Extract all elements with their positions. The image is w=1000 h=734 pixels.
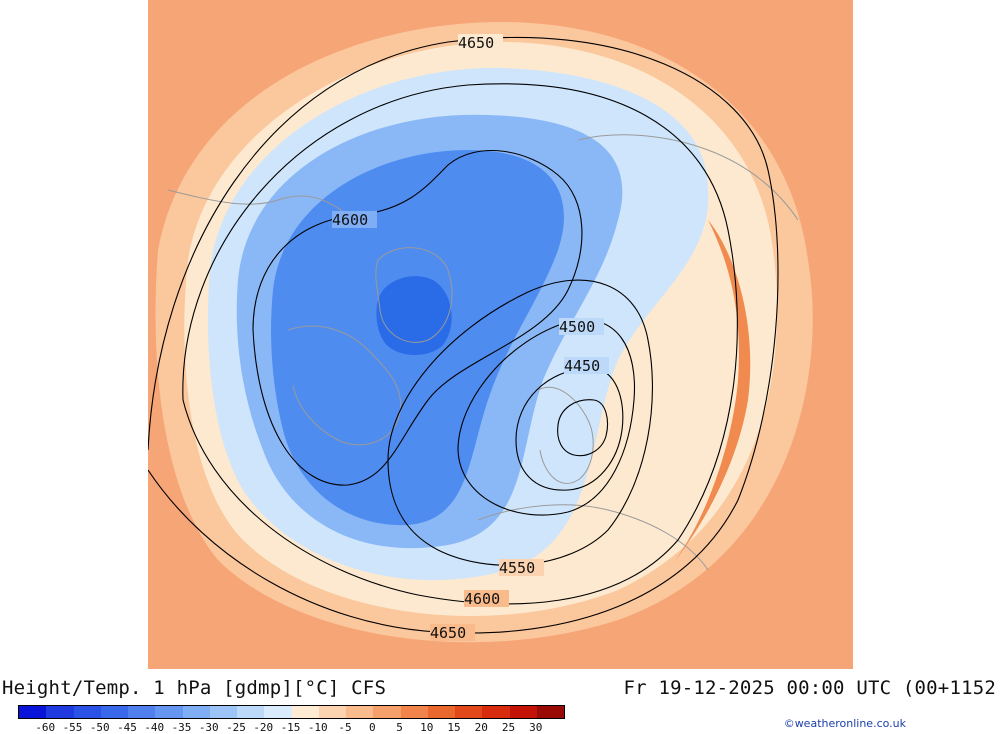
legend-swatch	[237, 706, 265, 718]
coastline-europe	[477, 504, 709, 571]
label-bg-5	[499, 559, 544, 576]
coastline-north-america	[167, 189, 349, 216]
legend-tick-label: -10	[307, 721, 328, 734]
legend-swatch	[509, 706, 537, 718]
label-bg-6	[464, 590, 509, 607]
legend-tick-label: -60	[35, 721, 56, 734]
legend-tick-label: -45	[117, 721, 137, 734]
legend-tick-label: 20	[474, 721, 488, 734]
coastline-siberia	[577, 134, 799, 221]
contour-label-4650-bottom: 4650	[430, 624, 466, 642]
warm-streak-east	[668, 220, 751, 570]
contour-label-4450: 4450	[564, 357, 600, 375]
legend-swatch	[155, 706, 183, 718]
legend-swatch	[291, 706, 319, 718]
legend-swatch	[373, 706, 401, 718]
legend-tick-label: -15	[280, 721, 301, 734]
legend-swatch	[264, 706, 292, 718]
coastline-greenland	[375, 247, 453, 343]
legend-tick-label: -5	[338, 721, 352, 734]
legend-swatch	[455, 706, 483, 718]
legend-swatch	[209, 706, 237, 718]
legend-swatch	[182, 706, 210, 718]
legend-swatch	[100, 706, 128, 718]
legend-tick-label: -35	[171, 721, 192, 734]
legend-swatch	[73, 706, 101, 718]
legend-swatch	[400, 706, 428, 718]
color-legend-bar	[18, 705, 565, 719]
label-bg-2	[332, 211, 377, 228]
valid-time: Fr 19-12-2025 00:00 UTC (00+1152	[623, 677, 996, 699]
contour-label-4500: 4500	[559, 318, 595, 336]
contour-label-4650-top: 4650	[458, 34, 494, 52]
contour-4450	[515, 367, 624, 491]
contour-4650-outer	[148, 36, 779, 634]
legend-tick-label: -20	[253, 721, 274, 734]
legend-swatch	[536, 706, 564, 718]
legend-swatch	[46, 706, 74, 718]
contour-label-4600-left: 4600	[332, 211, 368, 229]
coastline-arctic-canada	[287, 325, 402, 446]
legend-tick-label: -50	[89, 721, 110, 734]
contour-label-4600-bottom: 4600	[464, 590, 500, 608]
color-legend-ticks: -60 -55 -50 -45 -40 -35 -30 -25 -20 -15 -10 -5 0 5 10 1…	[18, 721, 563, 734]
legend-swatch	[482, 706, 510, 718]
contour-label-4550: 4550	[499, 559, 535, 577]
label-bg-1	[458, 34, 503, 51]
legend-swatch	[427, 706, 455, 718]
credit-link[interactable]: ©weatheronline.co.uk	[783, 717, 906, 730]
legend-swatch	[346, 706, 374, 718]
coastline-scandinavia	[537, 386, 594, 484]
legend-tick-label: -40	[144, 721, 165, 734]
legend-tick-label: 30	[529, 721, 543, 734]
legend-tick-label: -30	[198, 721, 219, 734]
legend-tick-label: -55	[62, 721, 83, 734]
map-title: Height/Temp. 1 hPa [gdmp][°C] CFS	[2, 677, 387, 699]
legend-swatch	[19, 706, 47, 718]
label-bg-4	[564, 357, 609, 374]
contour-4550	[387, 279, 653, 566]
legend-tick-label: -25	[226, 721, 246, 734]
legend-tick-label: 25	[501, 721, 516, 734]
coastlines	[167, 134, 799, 571]
legend-swatch	[318, 706, 346, 718]
weather-map: 4650 4600 4500 4450 4550 4600 4650	[148, 0, 853, 669]
legend-swatch	[128, 706, 156, 718]
contour-4500	[457, 319, 636, 516]
contour-4400	[557, 399, 609, 457]
legend-tick-label: 10	[420, 721, 434, 734]
label-bg-3	[559, 318, 604, 335]
label-bg-7	[430, 624, 475, 641]
legend-tick-label: 0	[368, 721, 376, 734]
legend-tick-label: 15	[447, 721, 461, 734]
contour-labels: 4650 4600 4500 4450 4550 4600 4650	[332, 34, 609, 642]
legend-tick-label: 5	[396, 721, 403, 734]
very-cold-core	[376, 276, 452, 356]
contour-4600-outer	[182, 83, 738, 605]
